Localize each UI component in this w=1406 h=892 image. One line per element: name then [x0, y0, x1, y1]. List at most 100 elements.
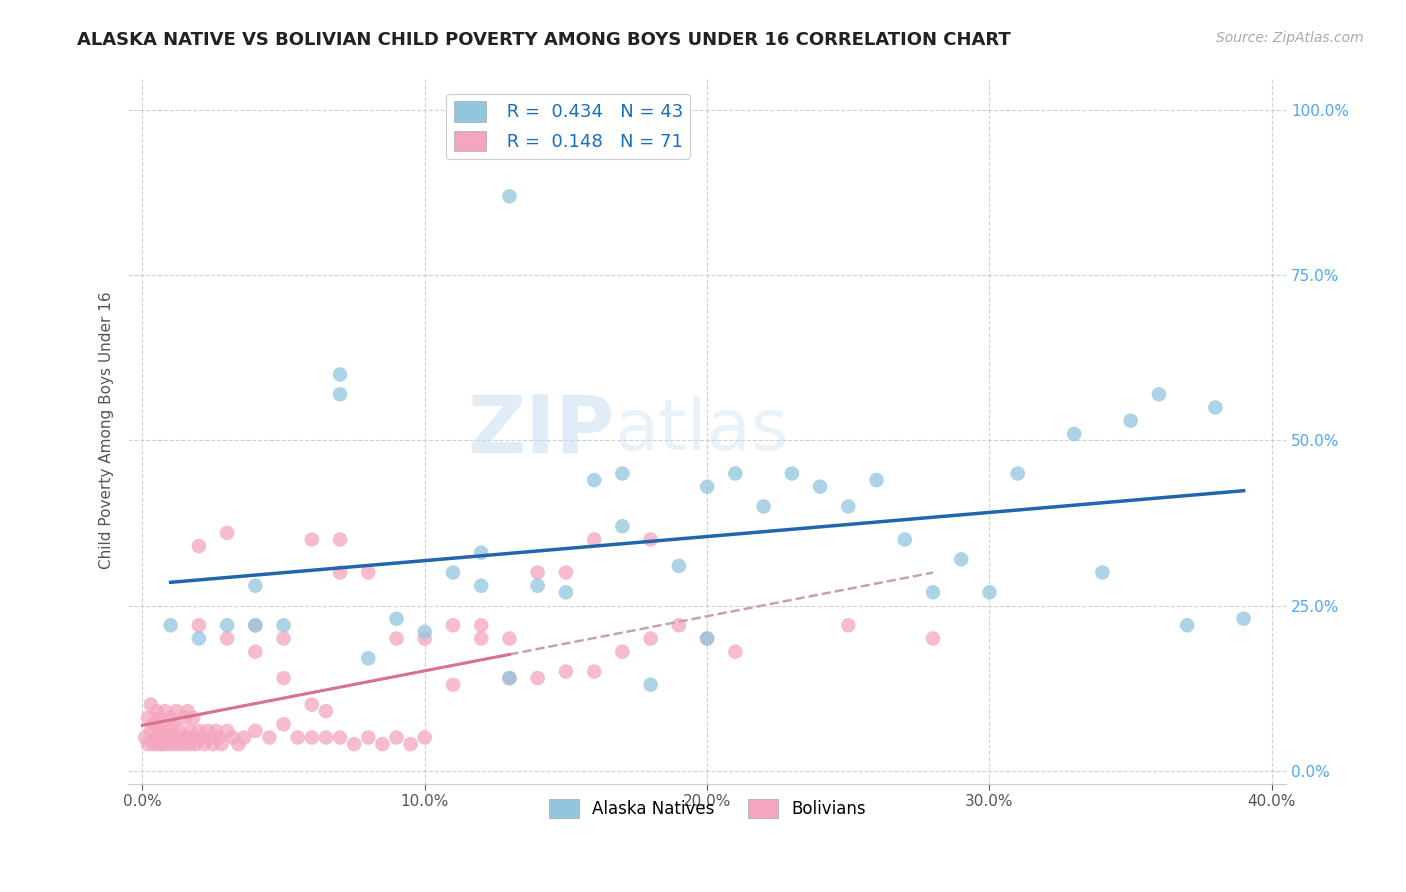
Point	[145, 731, 167, 745]
Point	[259, 731, 281, 745]
Point	[837, 500, 859, 514]
Point	[498, 632, 520, 646]
Point	[696, 632, 718, 646]
Point	[217, 525, 239, 540]
Y-axis label: Child Poverty Among Boys Under 16: Child Poverty Among Boys Under 16	[100, 292, 114, 569]
Point	[1147, 387, 1170, 401]
Point	[187, 539, 209, 553]
Point	[385, 731, 408, 745]
Point	[329, 731, 352, 745]
Point	[555, 566, 578, 580]
Point	[195, 723, 218, 738]
Point	[612, 519, 634, 533]
Point	[752, 500, 775, 514]
Point	[156, 723, 179, 738]
Point	[142, 737, 165, 751]
Point	[150, 717, 173, 731]
Point	[343, 737, 366, 751]
Point	[1204, 401, 1226, 415]
Point	[148, 711, 170, 725]
Point	[583, 533, 606, 547]
Point	[245, 645, 267, 659]
Point	[470, 579, 492, 593]
Point	[222, 731, 245, 745]
Point	[526, 579, 548, 593]
Point	[441, 618, 464, 632]
Point	[399, 737, 422, 751]
Point	[181, 711, 204, 725]
Point	[204, 723, 226, 738]
Point	[470, 632, 492, 646]
Point	[245, 579, 267, 593]
Point	[167, 737, 190, 751]
Point	[156, 737, 179, 751]
Point	[217, 723, 239, 738]
Point	[696, 480, 718, 494]
Point	[301, 533, 323, 547]
Point	[159, 731, 181, 745]
Point	[150, 737, 173, 751]
Text: atlas: atlas	[614, 396, 789, 465]
Point	[287, 731, 309, 745]
Point	[184, 737, 207, 751]
Point	[357, 651, 380, 665]
Point	[583, 665, 606, 679]
Point	[555, 585, 578, 599]
Point	[894, 533, 917, 547]
Point	[176, 704, 198, 718]
Point	[217, 632, 239, 646]
Point	[498, 189, 520, 203]
Point	[136, 737, 159, 751]
Point	[357, 731, 380, 745]
Text: ZIP: ZIP	[467, 392, 614, 469]
Point	[273, 618, 295, 632]
Point	[142, 717, 165, 731]
Point	[413, 632, 436, 646]
Point	[640, 678, 662, 692]
Point	[181, 731, 204, 745]
Point	[612, 467, 634, 481]
Point	[190, 731, 212, 745]
Point	[165, 731, 187, 745]
Point	[1232, 612, 1254, 626]
Point	[173, 737, 195, 751]
Point	[329, 566, 352, 580]
Point	[173, 711, 195, 725]
Point	[217, 618, 239, 632]
Point	[441, 566, 464, 580]
Point	[245, 723, 267, 738]
Point	[187, 632, 209, 646]
Point	[780, 467, 803, 481]
Point	[922, 632, 945, 646]
Text: Source: ZipAtlas.com: Source: ZipAtlas.com	[1216, 31, 1364, 45]
Point	[385, 632, 408, 646]
Point	[162, 737, 184, 751]
Point	[148, 737, 170, 751]
Point	[159, 618, 181, 632]
Point	[1063, 426, 1085, 441]
Point	[162, 717, 184, 731]
Point	[198, 731, 221, 745]
Point	[136, 711, 159, 725]
Point	[413, 624, 436, 639]
Point	[179, 723, 201, 738]
Point	[865, 473, 887, 487]
Point	[470, 546, 492, 560]
Point	[979, 585, 1001, 599]
Point	[922, 585, 945, 599]
Point	[228, 737, 250, 751]
Point	[668, 558, 690, 573]
Point	[950, 552, 973, 566]
Point	[526, 566, 548, 580]
Point	[209, 737, 232, 751]
Point	[357, 566, 380, 580]
Point	[273, 671, 295, 685]
Point	[273, 717, 295, 731]
Point	[170, 731, 193, 745]
Point	[526, 671, 548, 685]
Point	[301, 731, 323, 745]
Point	[583, 473, 606, 487]
Point	[413, 731, 436, 745]
Point	[724, 467, 747, 481]
Point	[148, 723, 170, 738]
